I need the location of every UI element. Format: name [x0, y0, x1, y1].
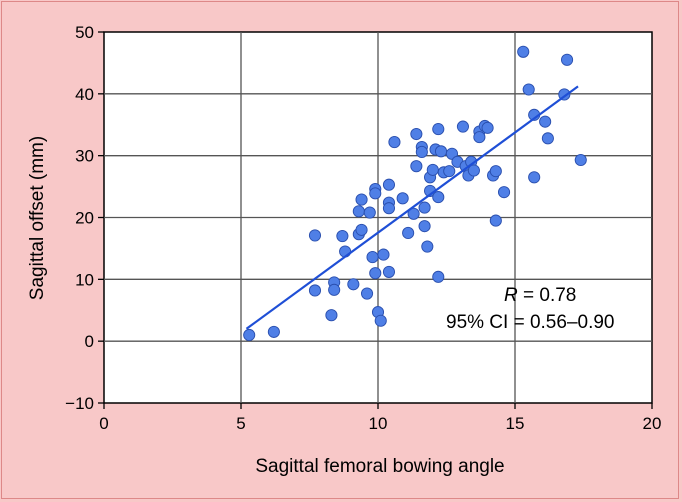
y-tick-label: 40: [75, 85, 94, 104]
data-point: [481, 121, 494, 134]
data-point: [407, 207, 420, 220]
trend-line: [245, 85, 579, 330]
x-tick-label: 0: [99, 414, 108, 433]
data-point: [410, 160, 423, 173]
data-point: [363, 206, 376, 219]
data-point: [426, 163, 439, 176]
data-point: [561, 53, 574, 66]
axis-ticks: [98, 31, 653, 409]
data-point: [369, 187, 382, 200]
data-point: [489, 214, 502, 227]
data-point: [539, 115, 552, 128]
data-point: [418, 220, 431, 233]
data-point: [421, 240, 434, 253]
data-point: [366, 251, 379, 264]
data-point: [432, 191, 445, 204]
data-point: [410, 127, 423, 141]
data-point: [360, 287, 374, 300]
x-tick-label: 20: [643, 414, 662, 433]
data-point: [328, 283, 341, 296]
data-point: [382, 178, 396, 191]
x-tick-label: 5: [236, 414, 245, 433]
ci-annotation: 95% CI = 0.56–0.90: [446, 312, 615, 333]
data-point: [243, 328, 256, 342]
data-point: [308, 229, 322, 242]
data-point: [497, 186, 511, 199]
data-point: [355, 223, 368, 236]
data-point: [517, 45, 530, 58]
data-point: [432, 123, 445, 136]
data-point: [522, 83, 535, 96]
data-point: [574, 153, 587, 167]
data-point: [382, 202, 396, 215]
data-point: [388, 136, 401, 149]
y-tick-label: 0: [85, 332, 94, 351]
y-tick-label: 10: [75, 270, 94, 289]
y-axis-label: Sagittal offset (mm): [27, 136, 48, 300]
r-value: = 0.78: [518, 285, 577, 306]
data-point: [402, 226, 415, 240]
y-tick-label: 20: [75, 209, 94, 228]
data-points: [243, 45, 587, 342]
data-point: [325, 309, 338, 322]
r-value-annotation: R = 0.78: [504, 285, 576, 306]
x-axis-label: Sagittal femoral bowing angle: [255, 456, 504, 477]
data-point: [443, 165, 456, 178]
x-tick-labels: 0 5 10 15 20: [99, 414, 661, 433]
y-tick-labels: −10 0 10 20 30 40 50: [65, 23, 94, 413]
data-point: [352, 205, 365, 218]
data-point: [528, 171, 541, 184]
data-point: [396, 192, 409, 205]
x-tick-label: 10: [369, 414, 388, 433]
data-point: [473, 131, 486, 144]
r-symbol: R: [504, 285, 518, 306]
data-point: [541, 132, 554, 145]
y-tick-label: 50: [75, 23, 94, 42]
x-tick-label: 15: [506, 414, 525, 433]
data-point: [456, 120, 469, 133]
data-point: [432, 270, 445, 283]
data-point: [415, 145, 428, 159]
data-point: [369, 267, 382, 280]
data-point: [418, 201, 431, 214]
data-point: [267, 325, 280, 338]
data-point: [434, 145, 448, 158]
data-point: [347, 278, 360, 291]
data-point: [377, 248, 390, 261]
data-point: [467, 164, 480, 177]
y-tick-label: −10: [65, 394, 94, 413]
data-point: [355, 193, 368, 206]
y-tick-label: 30: [75, 147, 94, 166]
data-point: [382, 265, 396, 278]
data-point: [336, 229, 349, 243]
data-point: [489, 165, 502, 178]
data-point: [374, 314, 387, 327]
data-point: [308, 284, 322, 297]
